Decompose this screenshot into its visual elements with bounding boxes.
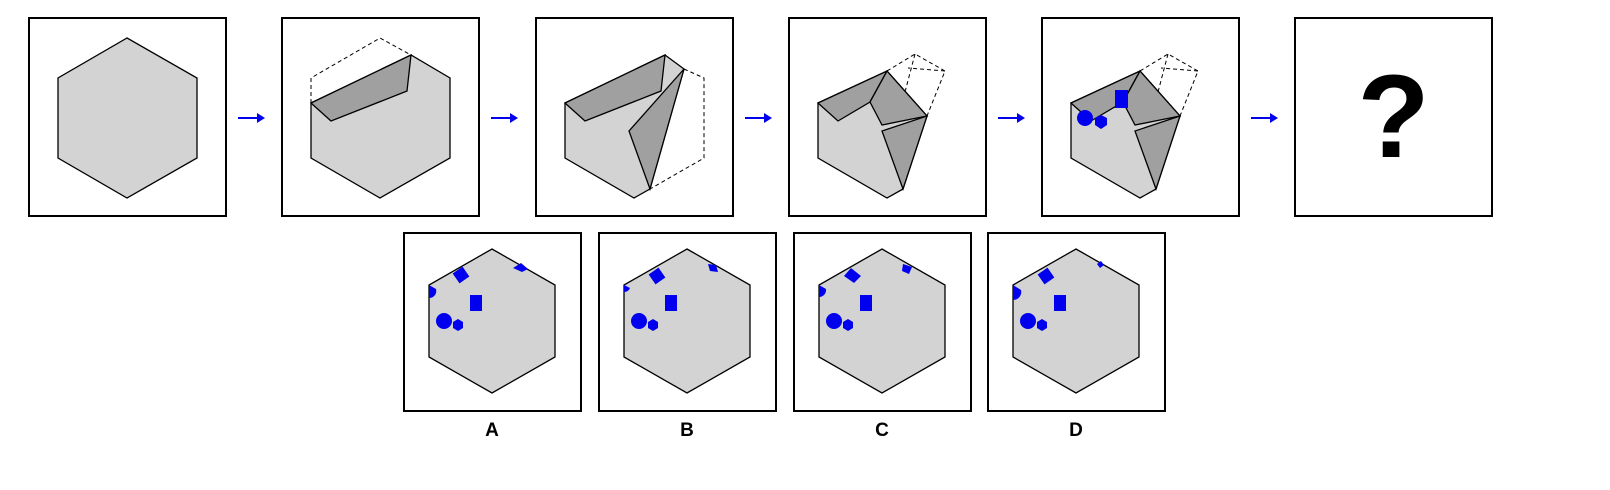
option-b-panel[interactable] <box>598 232 777 412</box>
step-4-panel <box>788 17 987 217</box>
option-a-figure <box>428 248 556 394</box>
fold-3-figure <box>816 53 946 199</box>
option-c-figure <box>818 248 946 394</box>
step-5-panel <box>1041 17 1240 217</box>
right-arrow-icon <box>745 113 772 123</box>
fold-1-flap <box>563 53 666 122</box>
hexagon-paper <box>57 37 198 199</box>
fold-1-dashed-outline <box>310 37 412 103</box>
circle-hole <box>1077 110 1093 126</box>
option-b-figure <box>623 248 751 394</box>
fold-2-flap <box>1134 114 1182 191</box>
option-d-label: D <box>1069 420 1083 441</box>
fold-3-flap <box>1122 69 1182 126</box>
square-hole <box>1115 90 1128 108</box>
fold-2-flap <box>881 114 929 191</box>
right-arrow-icon <box>998 113 1025 123</box>
fold-1-figure <box>309 37 451 199</box>
punched-figure <box>1069 53 1199 199</box>
fold-1-flap <box>309 53 412 122</box>
fold-3-flap <box>869 69 929 126</box>
fold-2-figure <box>563 53 705 199</box>
option-b-label: B <box>680 420 694 441</box>
right-arrow-icon <box>238 113 265 123</box>
right-arrow-icon <box>1251 113 1278 123</box>
fold-2-dashed-outline <box>649 68 705 190</box>
right-arrow-icon <box>491 113 518 123</box>
question-panel: ? <box>1294 17 1493 217</box>
flat-hexagon-figure <box>57 37 198 199</box>
step-2-panel <box>281 17 480 217</box>
option-d-panel[interactable] <box>987 232 1166 412</box>
option-c-label: C <box>875 420 889 441</box>
option-a-panel[interactable] <box>403 232 582 412</box>
option-a-label: A <box>485 420 499 441</box>
option-c-panel[interactable] <box>793 232 972 412</box>
fold-2-flap <box>628 68 685 192</box>
hexagon-hole <box>1095 115 1107 129</box>
option-d-figure <box>1012 248 1140 394</box>
step-1-panel <box>28 17 227 217</box>
step-3-panel <box>535 17 734 217</box>
question-mark-icon: ? <box>1357 51 1430 183</box>
